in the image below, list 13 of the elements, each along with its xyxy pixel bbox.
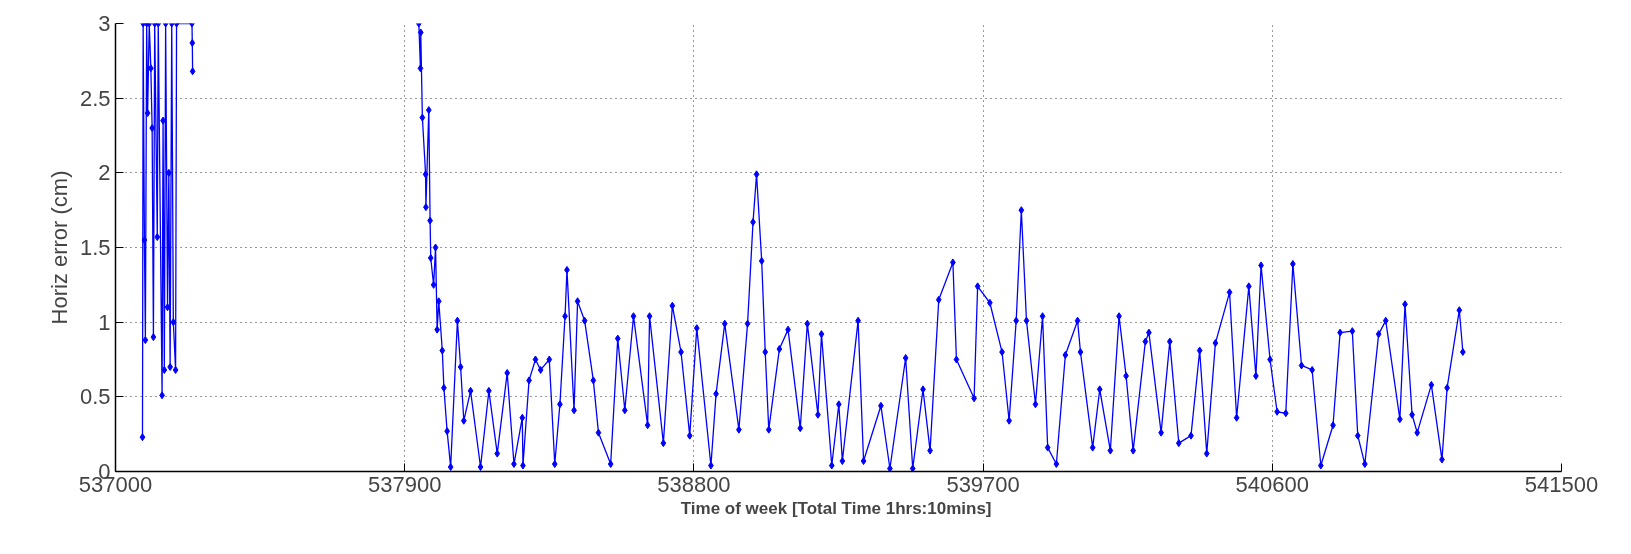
x-axis-title: Time of week [Total Time 1hrs:10mins] xyxy=(680,498,992,518)
y-tick-label: 1 xyxy=(98,309,111,335)
y-tick-label: 3 xyxy=(98,11,111,36)
x-tick-label: 540600 xyxy=(1235,471,1310,497)
x-tick-label: 539700 xyxy=(946,471,1020,497)
x-tick-label: 538800 xyxy=(657,471,731,497)
x-tick-label: 537900 xyxy=(367,471,442,497)
y-tick-label: 2.5 xyxy=(79,85,111,111)
y-axis-title: Horiz error (cm) xyxy=(46,170,72,325)
y-tick-label: 2 xyxy=(98,160,111,186)
y-tick-label: 1.5 xyxy=(79,235,111,260)
x-tick-label: 541500 xyxy=(1524,471,1599,497)
y-tick-label: 0.5 xyxy=(79,384,111,410)
